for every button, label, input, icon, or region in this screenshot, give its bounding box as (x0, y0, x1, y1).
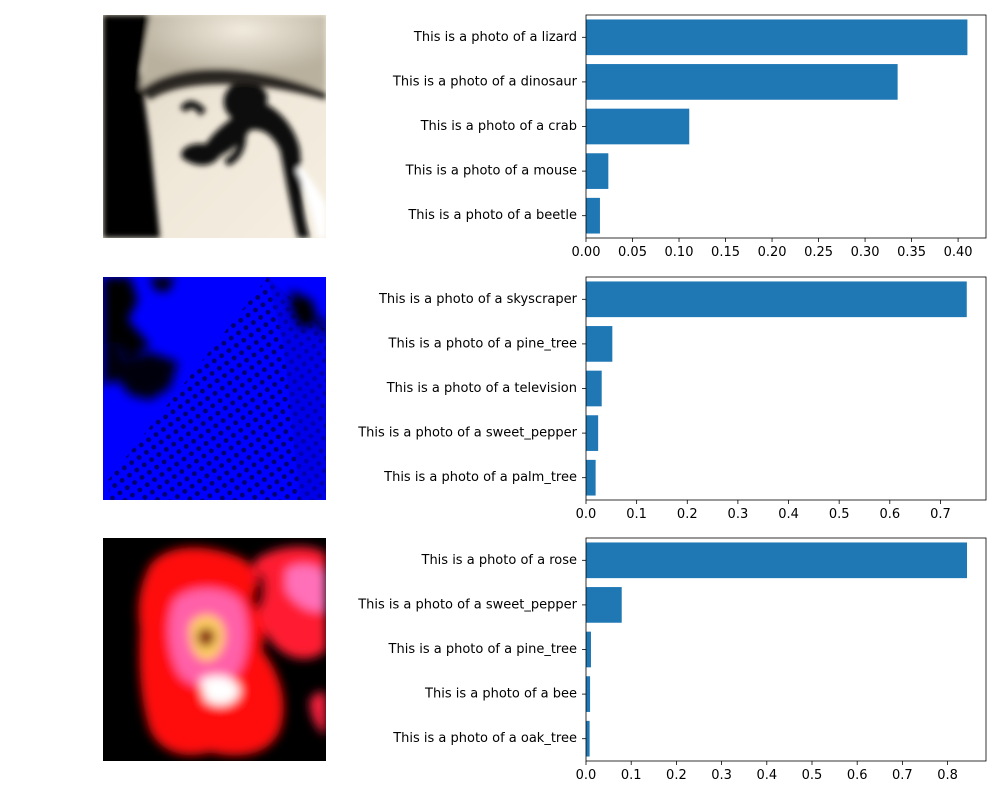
y-tick-label: This is a photo of a rose (421, 553, 578, 568)
x-tick-label: 0.1 (626, 507, 647, 522)
axes-frame (585, 537, 987, 762)
x-tick-label: 0.6 (847, 768, 868, 783)
x-tick-label: 0.15 (711, 245, 740, 260)
y-tick-label: This is a photo of a sweet_pepper (357, 426, 577, 441)
y-tick-label: This is a photo of a bee (424, 687, 577, 702)
y-tick-label: This is a photo of a dinosaur (392, 74, 578, 89)
bar-3 (586, 631, 591, 668)
x-tick-label: 0.5 (802, 768, 823, 783)
bar-1 (586, 542, 968, 579)
bar-2 (586, 326, 613, 362)
bar-3 (586, 370, 602, 407)
y-tick-label: This is a photo of a television (386, 381, 577, 396)
bar-4 (586, 415, 599, 451)
axes-frame (585, 14, 987, 239)
x-tick-label: 0.1 (621, 768, 642, 783)
y-tick-label: This is a photo of a lizard (413, 30, 577, 45)
x-tick-label: 0.4 (778, 507, 799, 522)
x-tick-label: 0.2 (677, 507, 698, 522)
bar-1 (586, 19, 968, 56)
x-tick-label: 0.8 (937, 768, 958, 783)
x-tick-label: 0.6 (879, 507, 900, 522)
x-tick-label: 0.30 (851, 245, 880, 260)
bar-2 (586, 587, 622, 623)
bar-3 (586, 108, 690, 145)
y-tick-label: This is a photo of a mouse (405, 164, 577, 179)
y-tick-label: This is a photo of a pine_tree (388, 336, 577, 351)
thumbnail-image-lizard (103, 15, 326, 238)
y-tick-label: This is a photo of a skyscraper (378, 292, 578, 307)
bar-4 (586, 153, 609, 189)
x-tick-label: 0.3 (711, 768, 732, 783)
y-tick-label: This is a photo of a crab (420, 119, 577, 134)
y-tick-label: This is a photo of a palm_tree (383, 470, 577, 485)
x-tick-label: 0.25 (804, 245, 833, 260)
y-tick-label: This is a photo of a oak_tree (392, 731, 577, 746)
x-tick-label: 0.3 (728, 507, 749, 522)
x-tick-label: 0.7 (930, 507, 951, 522)
y-tick-label: This is a photo of a pine_tree (388, 642, 577, 657)
x-tick-label: 0.0 (576, 768, 597, 783)
bar-5 (586, 459, 596, 496)
bar-5 (586, 720, 590, 757)
axes-frame (585, 276, 987, 501)
x-tick-label: 0.20 (758, 245, 787, 260)
x-tick-label: 0.2 (666, 768, 687, 783)
x-tick-label: 0.4 (756, 768, 777, 783)
x-tick-label: 0.5 (829, 507, 850, 522)
bar-chart-1: This is a photo of a lizard This is a pho… (392, 14, 987, 260)
y-tick-label: This is a photo of a sweet_pepper (357, 597, 577, 612)
thumbnail-image-rose (103, 538, 326, 761)
x-tick-label: 0.0 (576, 507, 597, 522)
bar-2 (586, 64, 898, 100)
x-tick-label: 0.10 (665, 245, 694, 260)
bar-4 (586, 676, 591, 712)
x-tick-label: 0.00 (572, 245, 601, 260)
bar-chart-2: This is a photo of a skyscraper This is a… (357, 276, 987, 522)
x-tick-label: 0.40 (944, 245, 973, 260)
bar-chart-3: This is a photo of a rose This is a photo… (357, 537, 987, 783)
x-tick-label: 0.35 (897, 245, 926, 260)
x-tick-label: 0.7 (892, 768, 913, 783)
thumbnail-image-skyscraper (103, 277, 326, 500)
bar-1 (586, 281, 967, 318)
bar-5 (586, 197, 600, 234)
y-tick-label: This is a photo of a beetle (407, 208, 577, 223)
x-tick-label: 0.05 (618, 245, 647, 260)
